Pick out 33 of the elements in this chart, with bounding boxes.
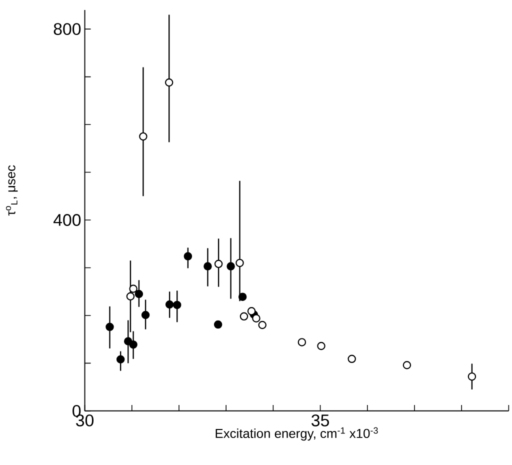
point [134,290,144,298]
x-axis-title: Excitation energy, cm$^{-1}$ x10$^{-3}$ [216,427,378,441]
point [204,262,212,271]
x-tick-label: 35 [312,414,329,427]
point [240,312,248,321]
point [164,78,174,87]
point [129,340,138,349]
point [317,342,326,350]
point [236,258,244,268]
y-axis-title: τ$^{o}$$_{L}$, μsec [6,165,18,216]
point [402,361,412,370]
y-tick-label: 400 [53,214,81,226]
point [106,322,114,332]
point [214,320,222,329]
point [172,300,182,310]
point [226,262,235,271]
point [139,132,148,141]
point [129,284,138,293]
point [258,320,266,330]
y-tick-label: 800 [54,23,81,36]
point [298,338,306,346]
point [238,292,247,302]
point [141,310,150,320]
point [116,355,125,364]
point [126,292,135,301]
x-tick-label: 30 [76,414,94,427]
point [184,252,192,260]
point [214,260,223,268]
point [348,354,356,364]
point [165,300,174,309]
point [247,307,256,316]
point [468,372,476,381]
point [252,314,260,323]
